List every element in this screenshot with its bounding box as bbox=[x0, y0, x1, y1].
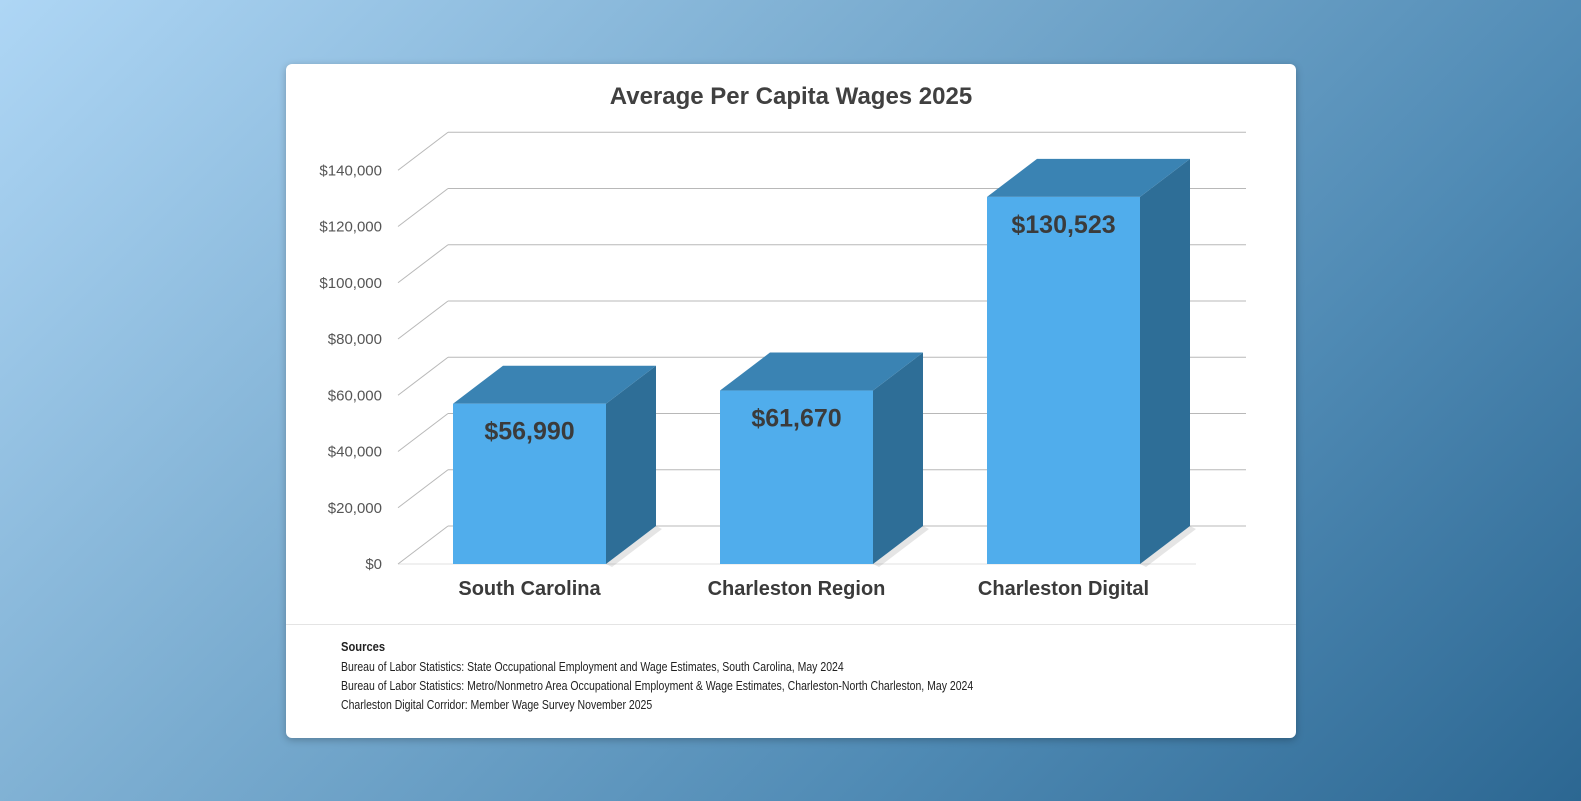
chart-card: Average Per Capita Wages 2025 $0 $20,000 $… bbox=[286, 64, 1296, 738]
bar-top bbox=[453, 365, 656, 404]
bar-side bbox=[1140, 158, 1190, 564]
bar-side bbox=[873, 352, 923, 564]
y-tick-label: $140,000 bbox=[319, 162, 382, 179]
gridline-side bbox=[397, 131, 449, 171]
bars bbox=[453, 158, 1196, 567]
data-label: $130,523 bbox=[1011, 211, 1115, 239]
source-line-bls-state: Bureau of Labor Statistics: State Occupa… bbox=[341, 660, 844, 674]
sources-section: Sources Bureau of Labor Statistics: Stat… bbox=[341, 638, 1094, 715]
y-axis-ticks: $0 $20,000 $40,000 $60,000 $80,000 $100,000 $1… bbox=[319, 162, 382, 573]
y-tick-label: $20,000 bbox=[328, 500, 382, 517]
y-tick-label: $100,000 bbox=[319, 275, 382, 292]
category-label: South Carolina bbox=[458, 578, 601, 600]
y-tick-label: $120,000 bbox=[319, 219, 382, 236]
bar-shadow bbox=[873, 526, 929, 567]
source-line-corridor-survey: Charleston Digital Corridor: Member Wage… bbox=[341, 698, 653, 712]
y-tick-label: $80,000 bbox=[328, 331, 382, 348]
data-label: $56,990 bbox=[484, 418, 574, 446]
bar bbox=[987, 196, 1140, 565]
bar-top bbox=[720, 352, 923, 391]
gridline-side bbox=[397, 413, 449, 452]
data-labels: $56,990 $61,670 $130,523 bbox=[484, 211, 1115, 446]
bar-shadow bbox=[1140, 526, 1196, 567]
bar bbox=[720, 390, 873, 564]
bar-shadow bbox=[606, 526, 662, 567]
category-label: Charleston Region bbox=[708, 578, 886, 600]
bar-chart: Average Per Capita Wages 2025 $0$20,000$… bbox=[319, 83, 1246, 600]
data-label: $61,670 bbox=[751, 405, 841, 433]
sources-divider bbox=[286, 624, 1296, 625]
y-tick-label: $40,000 bbox=[328, 444, 382, 461]
bar bbox=[453, 403, 606, 564]
gridline-side bbox=[397, 525, 449, 565]
sources-heading: Sources bbox=[341, 639, 386, 654]
chart-title: Average Per Capita Wages 2025 bbox=[610, 83, 972, 110]
gridline-side bbox=[397, 300, 449, 340]
y-tick-label: $0 bbox=[365, 556, 382, 573]
gridline-side bbox=[397, 356, 449, 396]
category-label: Charleston Digital bbox=[978, 578, 1149, 600]
gridline-side bbox=[397, 244, 449, 284]
source-line-bls-metro: Bureau of Labor Statistics: Metro/Nonmet… bbox=[341, 679, 974, 693]
bar-top bbox=[987, 158, 1190, 197]
y-tick-label: $60,000 bbox=[328, 387, 382, 404]
gridline-side bbox=[397, 188, 449, 227]
bar-side bbox=[606, 365, 656, 564]
gridline-side bbox=[397, 469, 449, 509]
x-axis-categories: South Carolina Charleston Region Charlesto… bbox=[458, 578, 1149, 600]
